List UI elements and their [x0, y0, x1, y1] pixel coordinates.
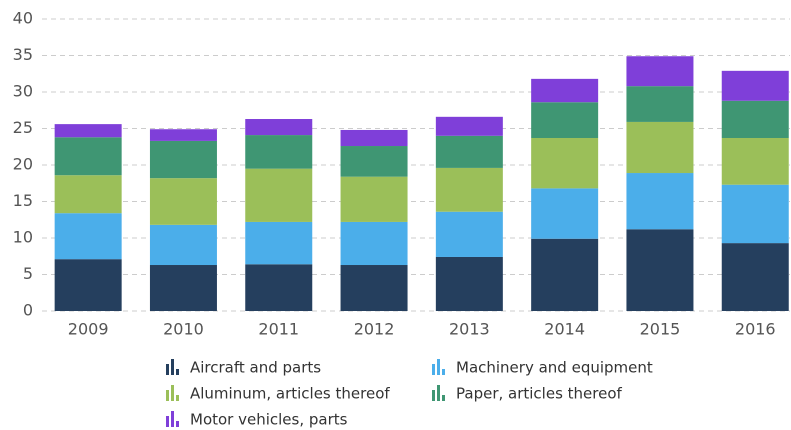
bar-segment: [626, 56, 694, 87]
bar-segment: [245, 119, 313, 136]
bar-segment: [435, 211, 503, 257]
legend-icon: [437, 359, 440, 375]
bar-segment: [54, 124, 122, 138]
bar-segment: [435, 167, 503, 212]
bar-segment: [340, 265, 408, 311]
legend-icon: [442, 395, 445, 401]
y-tick-label: 35: [13, 45, 33, 64]
legend-icon: [171, 359, 174, 375]
y-tick-label: 15: [13, 191, 33, 210]
bar-segment: [340, 221, 408, 266]
bar-segment: [54, 259, 122, 311]
bar-segment: [721, 137, 789, 185]
y-tick-label: 0: [23, 301, 33, 320]
bar-segment: [54, 175, 122, 214]
legend-icon: [437, 385, 440, 401]
y-tick-label: 20: [13, 155, 33, 174]
bar-segment: [721, 243, 789, 311]
legend-icon: [432, 390, 435, 401]
bar-segment: [435, 135, 503, 168]
bar-segment: [626, 173, 694, 230]
legend-icon: [432, 364, 435, 375]
legend-label: Aircraft and parts: [190, 359, 321, 377]
legend-icon: [171, 385, 174, 401]
x-tick-label: 2011: [258, 320, 299, 339]
legend-icon: [171, 411, 174, 427]
legend-icon: [176, 421, 179, 427]
y-tick-label: 40: [13, 9, 33, 28]
legend-label: Paper, articles thereof: [456, 385, 623, 403]
x-tick-label: 2012: [354, 320, 395, 339]
bar-segment: [149, 178, 217, 225]
y-tick-label: 25: [13, 118, 33, 137]
legend-icon: [166, 364, 169, 375]
bar-segment: [245, 221, 313, 265]
bar-segment: [149, 224, 217, 266]
legend-icon: [176, 369, 179, 375]
legend-icon: [442, 369, 445, 375]
bar-segment: [721, 70, 789, 101]
bar-segment: [721, 100, 789, 138]
y-tick-label: 10: [13, 228, 33, 247]
bar-segment: [245, 168, 313, 222]
x-tick-label: 2015: [640, 320, 681, 339]
bar-segment: [531, 188, 599, 239]
legend-icon: [176, 395, 179, 401]
bar-segment: [245, 264, 313, 311]
bar-segment: [54, 213, 122, 260]
x-tick-label: 2010: [163, 320, 204, 339]
legend-icon: [166, 416, 169, 427]
bar-segment: [435, 256, 503, 311]
bar-segment: [149, 265, 217, 311]
bar-segment: [531, 238, 599, 311]
legend-label: Motor vehicles, parts: [190, 411, 348, 429]
bar-segment: [54, 137, 122, 176]
bar-segment: [435, 116, 503, 136]
bar-segment: [340, 176, 408, 222]
bar-segment: [721, 184, 789, 244]
y-tick-label: 5: [23, 264, 33, 283]
bar-segment: [626, 86, 694, 122]
bar-segment: [531, 137, 599, 189]
bar-segment: [149, 140, 217, 179]
y-tick-label: 30: [13, 82, 33, 101]
bar-segment: [626, 229, 694, 311]
legend-label: Machinery and equipment: [456, 359, 653, 377]
bar-segment: [340, 129, 408, 147]
x-tick-label: 2013: [449, 320, 490, 339]
bar-segment: [626, 121, 694, 174]
bar-segment: [245, 135, 313, 169]
x-tick-label: 2014: [544, 320, 585, 339]
bar-segment: [149, 129, 217, 141]
legend-icon: [166, 390, 169, 401]
bar-segment: [340, 146, 408, 177]
legend-label: Aluminum, articles thereof: [190, 385, 390, 403]
x-tick-label: 2016: [735, 320, 776, 339]
x-tick-label: 2009: [68, 320, 109, 339]
bar-segment: [531, 78, 599, 103]
bar-segment: [531, 102, 599, 138]
